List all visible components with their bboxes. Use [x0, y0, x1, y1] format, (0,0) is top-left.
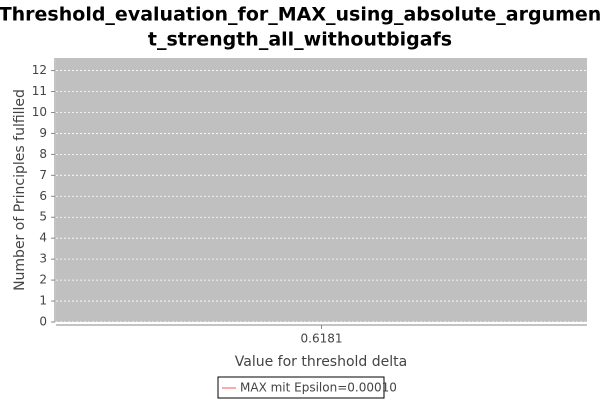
- y-tick-label: 5: [39, 210, 47, 224]
- y-tick-label: 10: [32, 105, 47, 119]
- chart-title-line: t_strength_all_withoutbigafs: [148, 29, 452, 51]
- y-axis-label: Number of Principles fulfilled: [12, 89, 28, 291]
- y-tick-label: 9: [39, 126, 47, 140]
- y-tick-label: 8: [39, 147, 47, 161]
- legend: MAX mit Epsilon=0.00010: [217, 376, 397, 399]
- y-tick-label: 7: [39, 168, 47, 182]
- y-tick-label: 3: [39, 252, 47, 266]
- chart-title-line: Threshold_evaluation_for_MAX_using_absol…: [0, 4, 600, 26]
- y-tick-label: 2: [39, 273, 47, 287]
- x-axis-label: Value for threshold delta: [235, 354, 407, 370]
- y-tick-label: 0: [39, 315, 47, 329]
- y-tick-label: 11: [32, 84, 47, 98]
- y-tick-label: 12: [32, 63, 47, 77]
- y-tick-label: 6: [39, 189, 47, 203]
- y-tick-label: 1: [39, 294, 47, 308]
- legend-box: [217, 376, 385, 399]
- plot-area: [56, 58, 587, 322]
- x-tick-label: 0.6181: [301, 332, 343, 346]
- legend-label: MAX mit Epsilon=0.00010: [240, 381, 397, 395]
- y-tick-label: 4: [39, 231, 47, 245]
